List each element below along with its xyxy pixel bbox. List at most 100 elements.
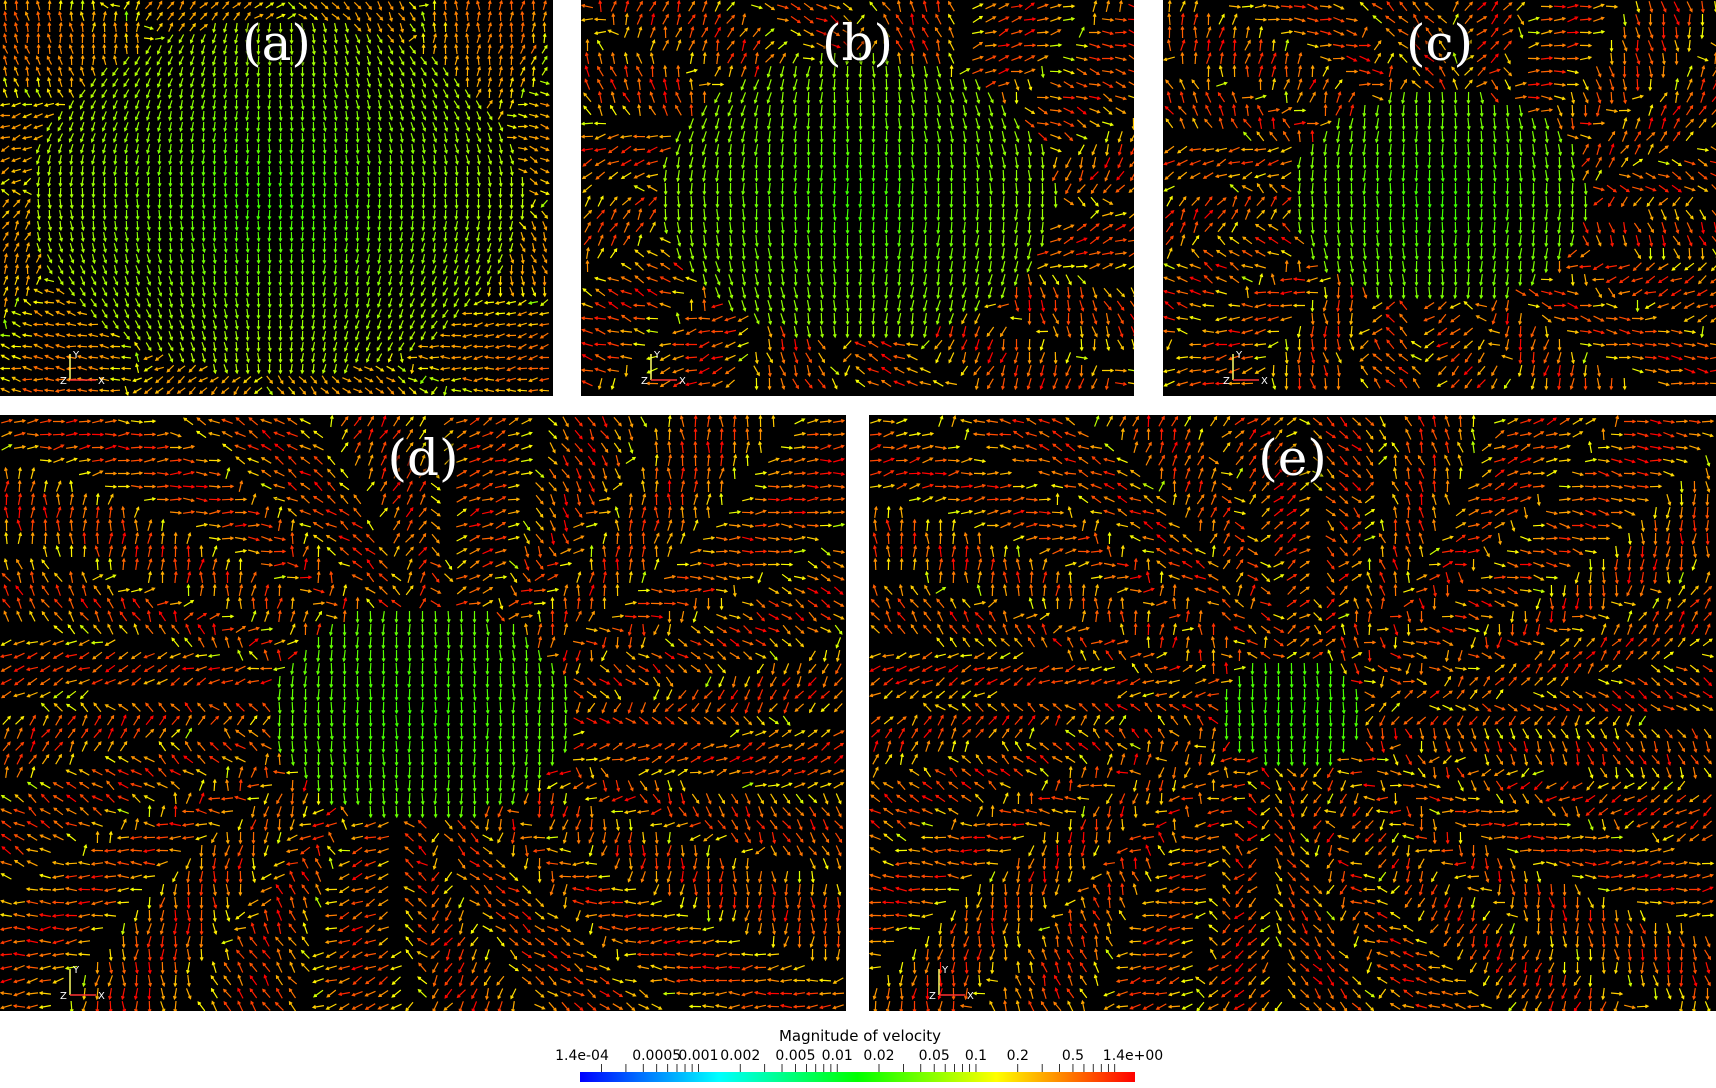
velocity-arrows [1310, 104, 1561, 287]
velocity-arrows [1191, 56, 1541, 206]
velocity-arrows [168, 88, 426, 309]
velocity-arrows [1193, 1, 1693, 362]
velocity-arrows [51, 417, 742, 984]
velocity-arrows [25, 0, 549, 350]
velocity-arrows [632, 54, 1134, 312]
velocity-arrows [620, 159, 632, 166]
velocity-arrows [13, 458, 781, 1001]
velocity-arrows [882, 610, 1686, 1009]
velocity-arrows [186, 466, 737, 910]
velocity-arrows [925, 454, 1581, 1011]
velocity-arrows [67, 454, 816, 949]
velocity-arrows [146, 121, 360, 276]
velocity-arrows [102, 21, 495, 382]
velocity-arrows [1232, 38, 1307, 126]
velocity-arrows [870, 493, 1700, 1011]
velocity-arrows [1171, 415, 1542, 674]
velocity-arrows [894, 652, 1715, 932]
velocity-arrows [1094, 415, 1100, 427]
velocity-arrows [1189, 17, 1605, 282]
velocity-arrows [1518, 27, 1704, 339]
velocity-arrows [1175, 79, 1684, 389]
velocity-arrows [1002, 756, 1702, 1009]
velocity-arrows [178, 66, 459, 330]
velocity-arrows [179, 187, 184, 210]
velocity-arrows [4, 484, 727, 997]
velocity-arrows [397, 66, 548, 384]
velocity-arrows [1063, 17, 1076, 21]
velocity-arrows [1181, 1003, 1193, 1010]
velocity-arrows [1427, 208, 1432, 222]
velocity-arrows [684, 300, 1098, 373]
velocity-arrows [11, 32, 536, 392]
velocity-arrows [1163, 160, 1592, 375]
velocity-arrows [702, 29, 1101, 388]
velocity-arrows [817, 251, 1115, 389]
velocity-arrows [51, 497, 716, 930]
velocity-arrows [686, 68, 698, 74]
velocity-arrows [58, 33, 503, 364]
velocity-arrows [1179, 42, 1716, 391]
velocity-arrows [802, 56, 1060, 286]
velocity-arrows [0, 415, 793, 947]
velocity-arrows [212, 429, 689, 923]
velocity-arrows [133, 522, 739, 1001]
velocity-arrows [223, 176, 327, 221]
vector-field-c: YZ X [1163, 0, 1716, 391]
velocity-arrows [11, 88, 132, 382]
velocity-arrows [895, 432, 1700, 932]
velocity-arrows [1192, 117, 1199, 129]
velocity-arrows [1479, 156, 1484, 170]
velocity-arrows [702, 91, 966, 313]
velocity-arrows [12, 479, 659, 986]
velocity-arrows [58, 33, 471, 364]
velocity-arrows [1165, 42, 1706, 233]
velocity-arrows [208, 445, 820, 918]
velocity-arrows [741, 104, 993, 300]
velocity-arrows [234, 484, 794, 996]
velocity-arrows [108, 519, 375, 892]
velocity-arrows [898, 415, 1637, 1011]
velocity-arrows [0, 415, 832, 957]
velocity-arrows [366, 481, 375, 492]
velocity-arrows [1180, 51, 1628, 313]
velocity-arrows [52, 418, 820, 988]
velocity-arrows [959, 418, 1595, 919]
velocity-arrows [456, 508, 776, 949]
velocity-arrows [648, 0, 1037, 390]
velocity-arrows [17, 531, 816, 884]
velocity-arrows [3, 497, 807, 999]
velocity-arrows [706, 637, 842, 858]
velocity-arrows [1163, 263, 1315, 313]
velocity-arrows [1401, 195, 1562, 287]
velocity-arrows [593, 30, 607, 35]
velocity-arrows [989, 467, 1633, 988]
velocity-arrows [610, 234, 617, 246]
velocity-arrows [649, 0, 708, 321]
velocity-arrows [623, 65, 1111, 233]
velocity-arrows [43, 11, 514, 349]
velocity-arrows [311, 177, 316, 221]
velocity-arrows [764, 2, 1059, 338]
velocity-arrows [1258, 3, 1710, 360]
velocity-arrows [245, 132, 349, 265]
velocity-arrows [951, 431, 1610, 972]
velocity-arrows [676, 65, 1032, 326]
svg-text:Z: Z [929, 991, 936, 1002]
velocity-arrows [1224, 701, 1307, 767]
velocity-arrows [168, 121, 371, 276]
axes-triad-icon: YZ X [60, 965, 105, 1002]
velocity-arrows [39, 535, 830, 879]
velocity-arrows [832, 195, 863, 222]
velocity-arrows [212, 165, 338, 232]
velocity-arrows [610, 18, 1115, 103]
velocity-arrows [1280, 30, 1580, 352]
velocity-arrows [135, 99, 327, 298]
velocity-arrows [938, 444, 1571, 910]
velocity-arrows [1372, 15, 1383, 24]
velocity-arrows [58, 10, 63, 22]
velocity-arrows [635, 12, 1101, 347]
velocity-arrows [1372, 53, 1666, 323]
velocity-arrows [58, 0, 63, 11]
velocity-arrows [207, 649, 334, 869]
